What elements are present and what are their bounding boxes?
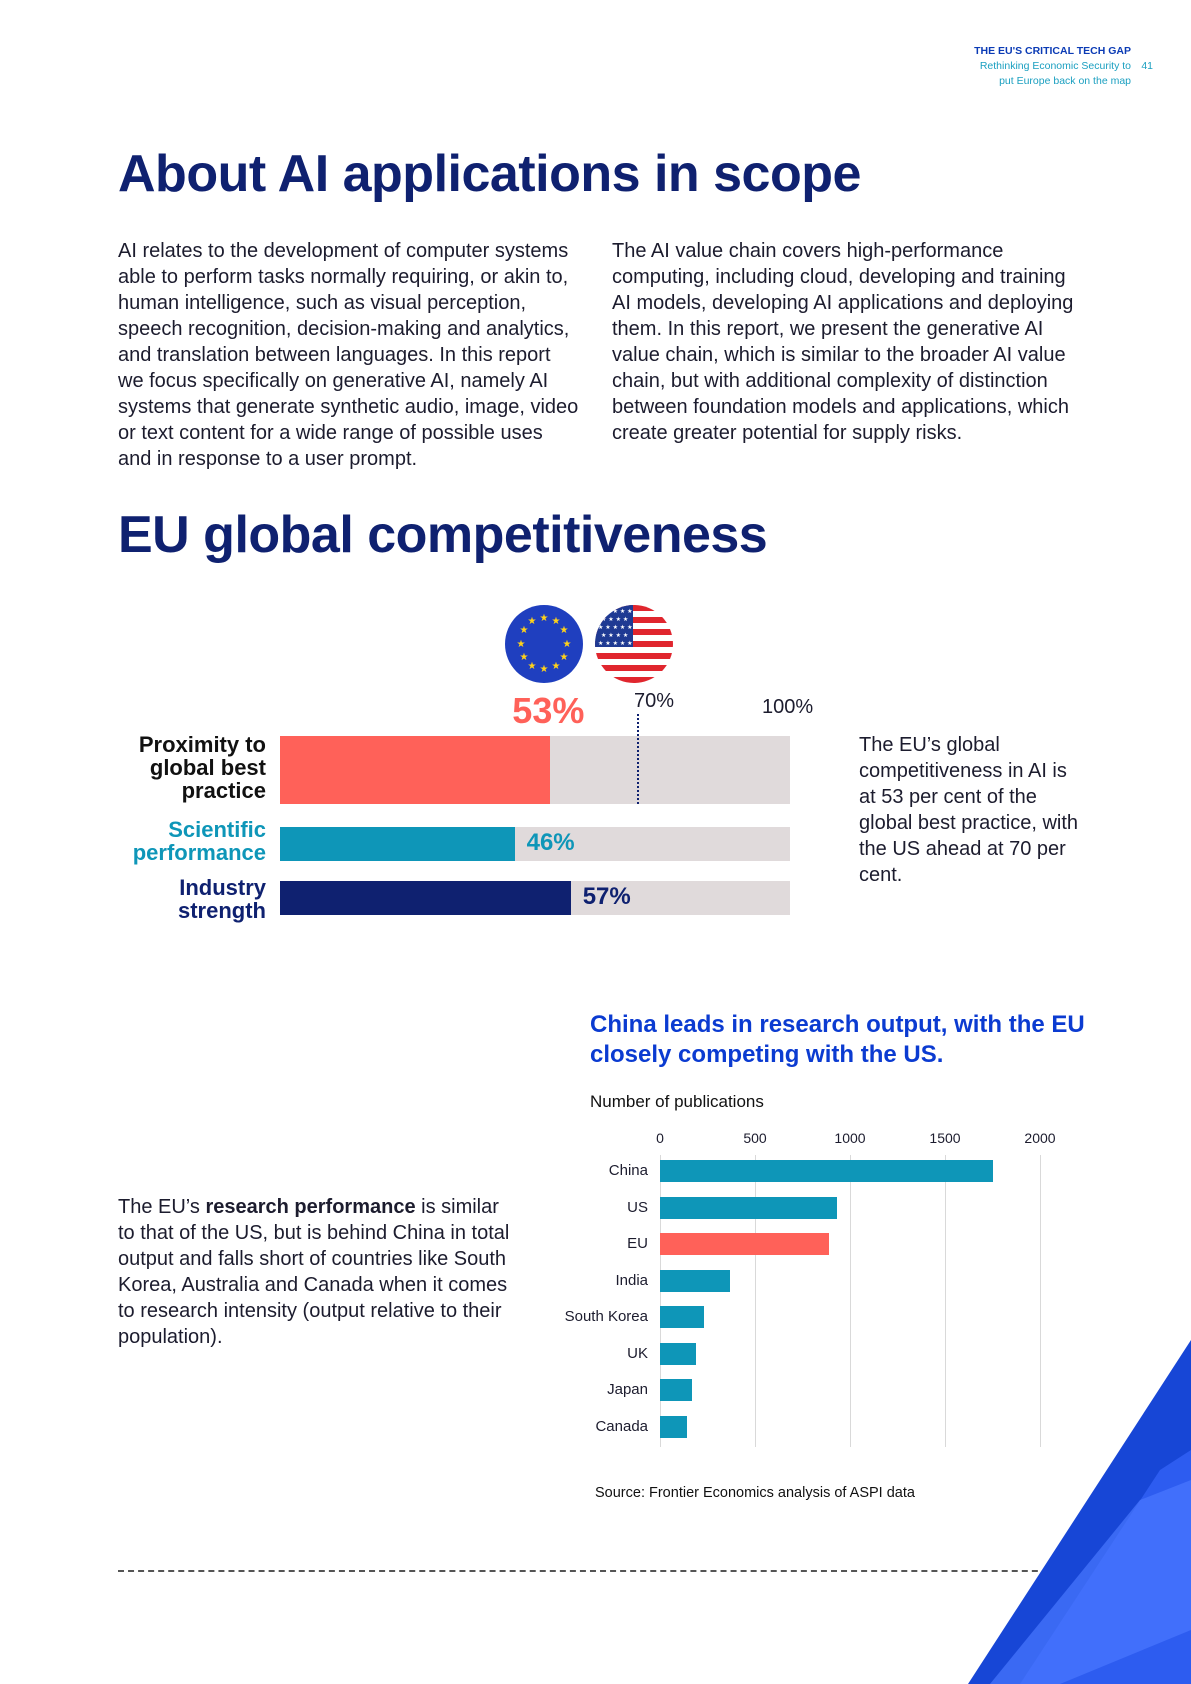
- scientific-value: 46%: [526, 829, 575, 856]
- chart-source: Source: Frontier Economics analysis of A…: [595, 1485, 915, 1501]
- footer-divider: [118, 1570, 1078, 1572]
- label-industry: Industry strength: [178, 875, 266, 923]
- svg-text:★: ★: [540, 664, 549, 675]
- bar-eu: [660, 1233, 830, 1255]
- gridline: [1040, 1155, 1041, 1447]
- svg-text:★ ★ ★ ★ ★: ★ ★ ★ ★ ★: [598, 608, 633, 615]
- competitiveness-side-text: The EU’s global competitiveness in AI is…: [859, 734, 1079, 886]
- svg-text:★: ★: [528, 661, 537, 672]
- page-number: 41: [1141, 60, 1153, 72]
- x-tick-label: 500: [743, 1130, 767, 1146]
- us-marker-line: [637, 714, 639, 804]
- svg-text:★: ★: [517, 639, 526, 650]
- report-subtitle-line2: put Europe back on the map: [999, 75, 1131, 87]
- max-label: 100%: [762, 696, 814, 718]
- bar-japan: [660, 1379, 693, 1401]
- chart-title: China leads in research output, with the…: [590, 1011, 1085, 1068]
- section-heading-competitiveness: EU global competitiveness: [118, 506, 768, 564]
- category-label: EU: [627, 1235, 648, 1252]
- research-paragraph: The EU’s research performance is similar…: [118, 1196, 510, 1348]
- gridline: [755, 1155, 756, 1447]
- running-header: THE EU'S CRITICAL TECH GAP Rethinking Ec…: [974, 44, 1153, 89]
- label-scientific: Scientific performance: [132, 817, 266, 865]
- ai-scope-paragraph-2: The AI value chain covers high-performan…: [612, 240, 1074, 444]
- bar-uk: [660, 1342, 697, 1365]
- bar-canada: [660, 1415, 687, 1438]
- svg-text:★: ★: [560, 652, 569, 663]
- svg-text:★: ★: [540, 613, 549, 624]
- category-label: China: [608, 1162, 648, 1179]
- svg-text:★: ★: [528, 616, 537, 627]
- proximity-bar: [280, 736, 551, 804]
- us-marker-label: 70%: [634, 690, 675, 712]
- svg-text:★ ★ ★ ★ ★: ★ ★ ★ ★ ★: [598, 640, 633, 647]
- category-label: Canada: [595, 1417, 648, 1435]
- x-tick-label: 0: [656, 1130, 664, 1146]
- svg-text:★ ★ ★ ★: ★ ★ ★ ★: [601, 616, 628, 623]
- industry-bar: [280, 881, 571, 915]
- publications-chart: 0 500 1000 1500 2000 China US EU India South Kore…: [564, 1130, 1056, 1447]
- svg-text:★: ★: [520, 625, 529, 636]
- gridline: [850, 1155, 851, 1447]
- report-title: THE EU'S CRITICAL TECH GAP: [974, 45, 1131, 57]
- proximity-value: 53%: [512, 690, 585, 731]
- svg-text:★: ★: [560, 625, 569, 636]
- x-tick-label: 1000: [834, 1130, 866, 1146]
- research-performance-bold: research performance: [205, 1196, 416, 1218]
- bar-china: [660, 1160, 993, 1182]
- gridline: [945, 1155, 946, 1447]
- category-label: Japan: [607, 1381, 648, 1398]
- competitiveness-chart: 70% 100% Proximity to global best practi…: [132, 690, 814, 923]
- category-label: US: [627, 1198, 648, 1216]
- bar-us: [660, 1196, 837, 1219]
- report-subtitle-line1: Rethinking Economic Security to: [979, 60, 1131, 72]
- svg-text:★ ★ ★ ★: ★ ★ ★ ★: [601, 632, 628, 639]
- scientific-bar: [280, 827, 515, 861]
- category-label: South Korea: [564, 1308, 648, 1325]
- svg-text:★: ★: [520, 652, 529, 663]
- svg-text:★: ★: [563, 639, 572, 650]
- section-heading-ai-scope: About AI applications in scope: [118, 145, 861, 203]
- category-label: India: [615, 1271, 648, 1289]
- ai-scope-paragraph-1: AI relates to the development of compute…: [118, 240, 579, 470]
- category-label: UK: [627, 1344, 648, 1362]
- svg-text:★: ★: [552, 616, 561, 627]
- corner-decoration: [968, 1340, 1191, 1684]
- industry-value: 57%: [582, 883, 631, 910]
- bar-india: [660, 1269, 731, 1292]
- bar-south-korea: [660, 1306, 704, 1328]
- x-tick-label: 1500: [929, 1130, 961, 1146]
- chart-axis-label: Number of publications: [590, 1092, 764, 1111]
- eu-flag-icon: ★ ★ ★ ★ ★ ★ ★ ★ ★ ★ ★ ★: [505, 605, 583, 683]
- svg-text:★ ★ ★ ★ ★: ★ ★ ★ ★ ★: [598, 624, 633, 631]
- svg-text:★: ★: [552, 661, 561, 672]
- gridline: [660, 1155, 661, 1447]
- x-tick-label: 2000: [1024, 1130, 1056, 1146]
- label-proximity: Proximity to global best practice: [138, 732, 266, 803]
